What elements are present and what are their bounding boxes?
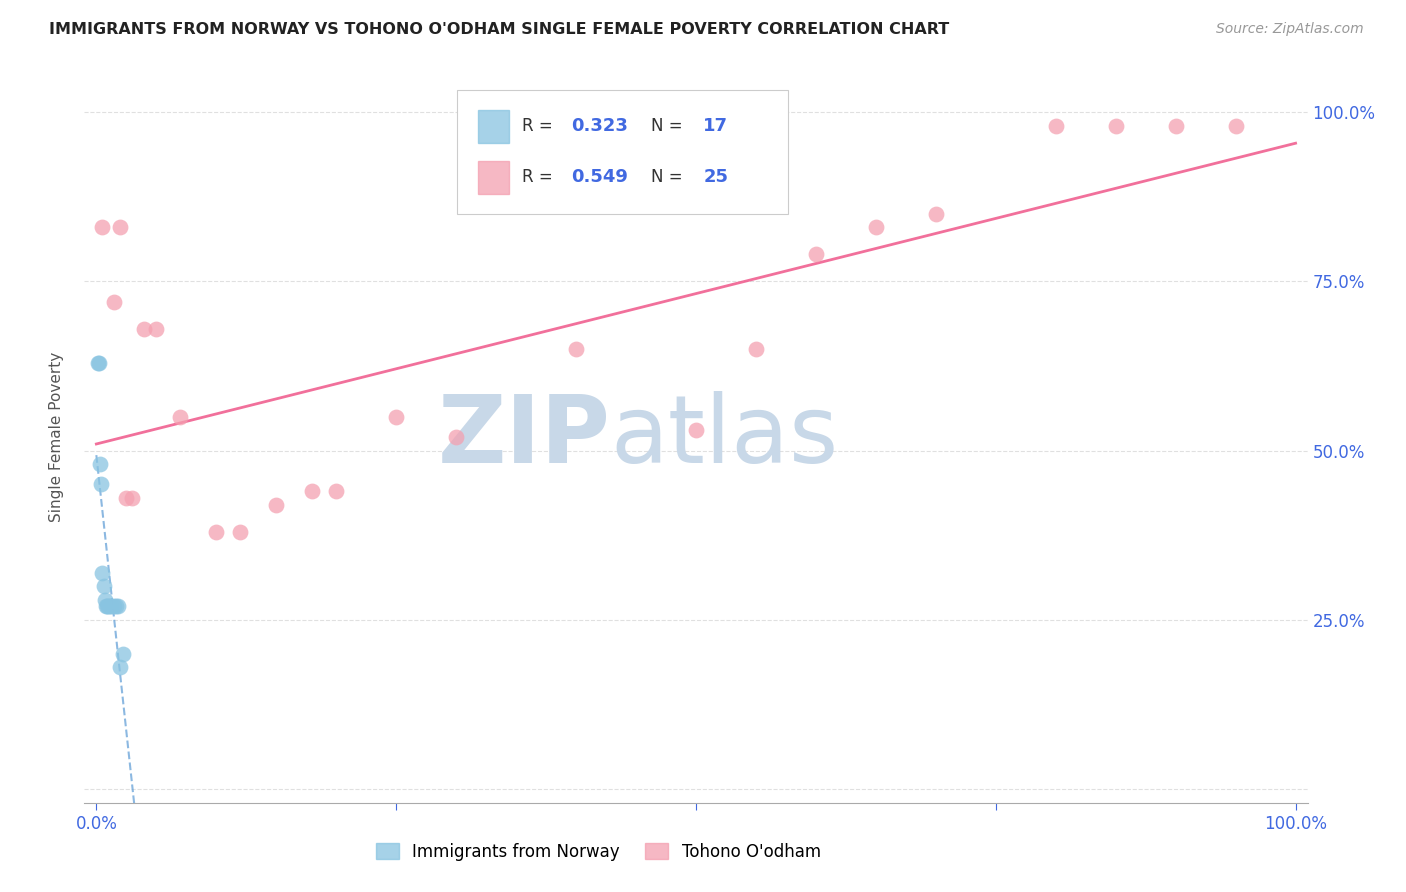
Point <box>103 294 125 309</box>
Point <box>1164 119 1187 133</box>
Point <box>91 566 114 580</box>
Point <box>145 322 167 336</box>
Text: atlas: atlas <box>610 391 838 483</box>
Point <box>89 457 111 471</box>
Point <box>385 409 408 424</box>
Point <box>1105 119 1128 133</box>
Point <box>229 524 252 539</box>
Point <box>97 599 120 614</box>
Point <box>98 599 121 614</box>
Point <box>925 206 948 220</box>
Point <box>685 423 707 437</box>
Bar <box>478 110 509 143</box>
Point <box>134 322 156 336</box>
Point <box>115 491 138 505</box>
Text: Source: ZipAtlas.com: Source: ZipAtlas.com <box>1216 22 1364 37</box>
Point <box>93 579 115 593</box>
Text: IMMIGRANTS FROM NORWAY VS TOHONO O'ODHAM SINGLE FEMALE POVERTY CORRELATION CHART: IMMIGRANTS FROM NORWAY VS TOHONO O'ODHAM… <box>49 22 949 37</box>
Point <box>205 524 228 539</box>
Y-axis label: Single Female Poverty: Single Female Poverty <box>49 352 63 522</box>
Point <box>96 599 118 614</box>
Point <box>90 477 112 491</box>
FancyBboxPatch shape <box>457 90 787 214</box>
Point <box>93 592 117 607</box>
Point <box>264 498 287 512</box>
Point <box>107 599 129 614</box>
Point <box>103 599 125 614</box>
Text: N =: N = <box>651 117 688 136</box>
Point <box>91 220 114 235</box>
Point <box>804 247 827 261</box>
Text: 17: 17 <box>703 117 728 136</box>
Point <box>169 409 191 424</box>
Point <box>325 484 347 499</box>
Point <box>1225 119 1247 133</box>
Point <box>110 220 132 235</box>
Text: ZIP: ZIP <box>437 391 610 483</box>
Bar <box>478 161 509 194</box>
Point <box>110 660 132 674</box>
Text: R =: R = <box>522 117 558 136</box>
Point <box>121 491 143 505</box>
Point <box>865 220 887 235</box>
Text: R =: R = <box>522 169 558 186</box>
Text: N =: N = <box>651 169 688 186</box>
Point <box>104 599 127 614</box>
Point <box>100 599 122 614</box>
Legend: Immigrants from Norway, Tohono O'odham: Immigrants from Norway, Tohono O'odham <box>368 837 827 868</box>
Text: 25: 25 <box>703 169 728 186</box>
Point <box>86 355 108 369</box>
Point <box>444 430 467 444</box>
Text: 0.549: 0.549 <box>571 169 628 186</box>
Point <box>111 647 134 661</box>
Point <box>1045 119 1067 133</box>
Point <box>565 342 588 356</box>
Point <box>94 599 117 614</box>
Point <box>87 355 110 369</box>
Point <box>301 484 323 499</box>
Text: 0.323: 0.323 <box>571 117 628 136</box>
Point <box>745 342 768 356</box>
